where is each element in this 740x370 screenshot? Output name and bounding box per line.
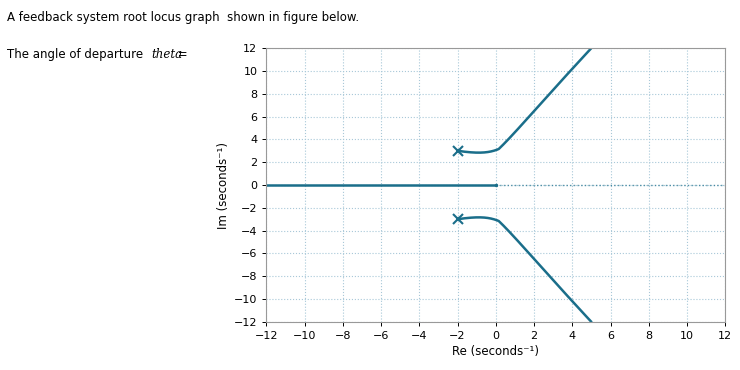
X-axis label: Re (seconds⁻¹): Re (seconds⁻¹): [452, 345, 539, 358]
Text: The angle of departure: The angle of departure: [7, 48, 155, 61]
Text: A feedback system root locus graph  shown in figure below.: A feedback system root locus graph shown…: [7, 11, 360, 24]
Y-axis label: Im (seconds⁻¹): Im (seconds⁻¹): [217, 141, 229, 229]
Text: =: =: [174, 48, 187, 61]
Text: theta: theta: [152, 48, 183, 61]
